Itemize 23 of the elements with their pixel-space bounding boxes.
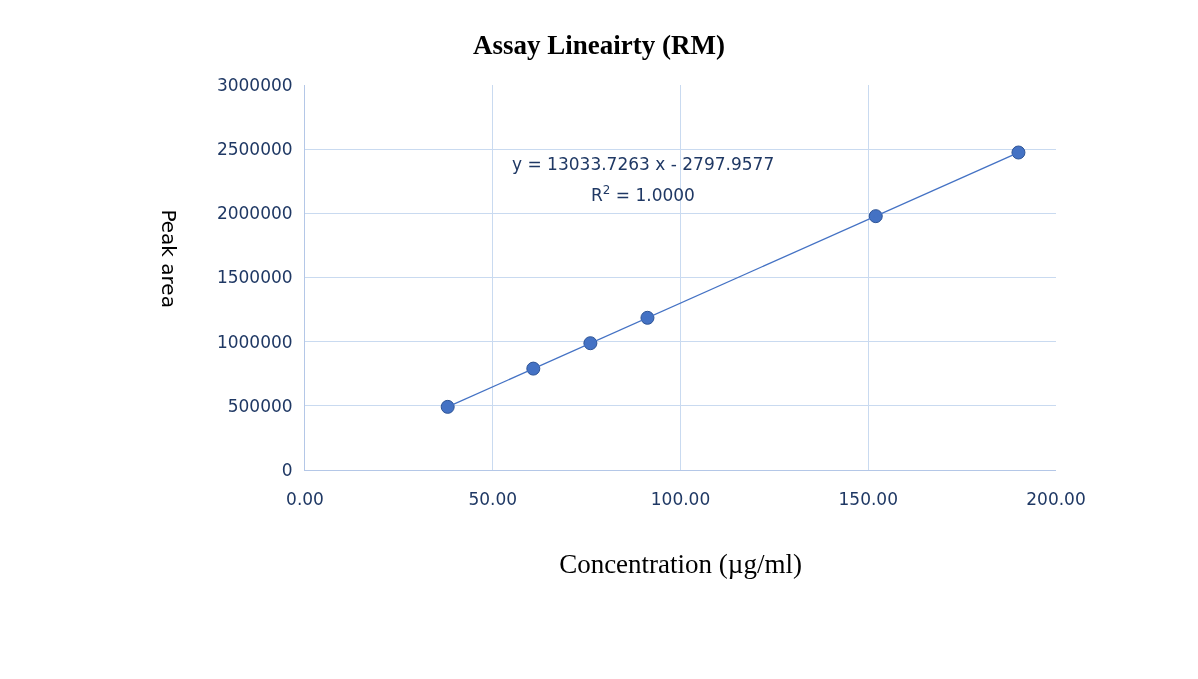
point bbox=[640, 310, 655, 325]
annotation: y = 13033.7263 x - 2797.9577 bbox=[512, 154, 775, 174]
point bbox=[583, 336, 598, 351]
point bbox=[868, 209, 883, 224]
y-tick-label: 1500000 bbox=[216, 267, 293, 288]
chart-title: Assay Lineairty (RM) bbox=[473, 29, 725, 60]
y-tick-label: 2000000 bbox=[216, 203, 293, 224]
x-tick-label: 0.00 bbox=[286, 489, 324, 510]
y-tick-label: 500000 bbox=[227, 395, 293, 416]
y-axis-title: Peak area bbox=[157, 209, 182, 308]
x-tick-label: 50.00 bbox=[468, 489, 518, 510]
y-tick-label: 2500000 bbox=[216, 139, 293, 160]
point bbox=[526, 361, 541, 376]
annotation: R$^{2}$ = 1.0000 bbox=[591, 183, 695, 206]
y-tick-label: 3000000 bbox=[216, 74, 293, 95]
y-tick-label: 1000000 bbox=[216, 331, 293, 352]
point bbox=[440, 399, 455, 414]
x-axis-title: Concentration (µg/ml) bbox=[559, 548, 802, 579]
x-tick-label: 200.00 bbox=[1026, 489, 1086, 510]
x-tick-label: 150.00 bbox=[838, 489, 898, 510]
point bbox=[1011, 145, 1026, 160]
x-tick-label: 100.00 bbox=[650, 489, 711, 510]
y-tick-label: 0 bbox=[281, 459, 293, 480]
